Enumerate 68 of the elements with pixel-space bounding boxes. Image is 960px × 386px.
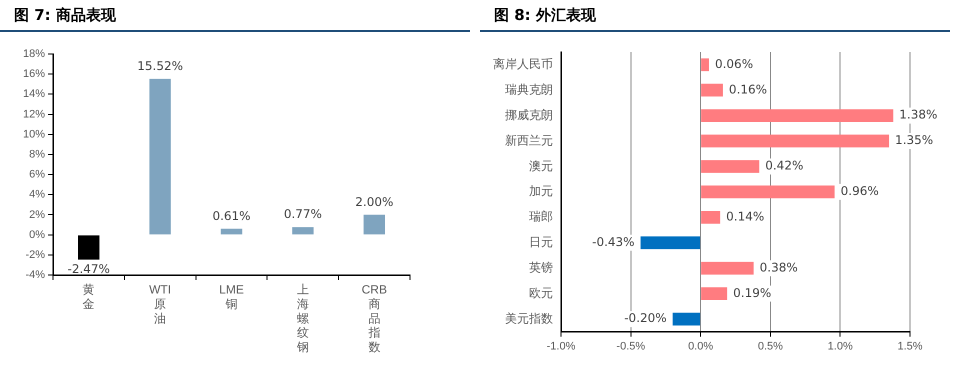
bar	[78, 235, 100, 260]
data-label: 1.35%	[895, 133, 934, 148]
data-label: 0.16%	[728, 82, 768, 96]
bar	[701, 134, 890, 148]
data-label: 0.38%	[760, 260, 798, 274]
x-tick-label: 1.5%	[897, 340, 923, 352]
y-tick-label: 日元	[529, 235, 553, 250]
x-tick-label: 0.0%	[688, 340, 714, 352]
bar	[292, 227, 314, 234]
y-tick-label: 16%	[22, 68, 46, 80]
bar	[701, 160, 760, 173]
bar	[701, 186, 835, 198]
data-label: 0.61%	[212, 208, 251, 223]
y-tick-label: -2%	[25, 248, 46, 261]
data-label: 0.14%	[726, 209, 764, 224]
bar	[672, 312, 700, 326]
y-tick-label: 0%	[29, 228, 46, 241]
y-tick-label: 瑞郎	[529, 210, 553, 224]
data-label: -2.47%	[67, 262, 110, 276]
bar	[701, 109, 894, 122]
y-tick-label: 12%	[22, 108, 46, 120]
x-tick-label: CRB商品指数	[362, 282, 387, 354]
x-tick-label: 黄金	[82, 282, 95, 311]
bar	[701, 210, 720, 224]
data-label: 0.96%	[840, 184, 879, 198]
y-tick-label: 新西兰元	[505, 133, 553, 148]
y-tick-label: 挪威克朗	[505, 108, 553, 122]
y-tick-label: 加元	[529, 184, 553, 198]
y-tick-label: 瑞典克朗	[505, 82, 553, 96]
y-tick-label: 18%	[22, 48, 46, 60]
y-tick-label: 8%	[29, 148, 46, 160]
data-label: 15.52%	[137, 59, 183, 74]
y-tick-label: 14%	[22, 88, 46, 100]
y-tick-label: 离岸人民币	[493, 57, 553, 72]
bar	[701, 84, 723, 97]
bar	[701, 58, 709, 72]
bar	[220, 228, 242, 234]
y-tick-label: 澳元	[529, 158, 553, 173]
chart-title: 图 7: 商品表现	[0, 0, 470, 32]
y-tick-label: 英镑	[529, 260, 553, 275]
y-tick-label: 10%	[22, 128, 46, 140]
bar	[149, 78, 171, 234]
y-tick-label: 6%	[29, 168, 46, 181]
bar	[640, 236, 700, 250]
x-tick-label: 上海螺纹钢	[296, 282, 309, 354]
x-tick-label: -0.5%	[616, 340, 646, 352]
x-tick-label: 0.5%	[758, 340, 784, 352]
x-tick-label: LME铜	[219, 282, 244, 311]
data-label: 0.06%	[714, 56, 754, 71]
data-label: -0.20%	[624, 311, 667, 326]
bar	[364, 214, 386, 234]
x-tick-label: WTI原油	[149, 282, 172, 326]
data-label: 0.77%	[284, 207, 322, 222]
bar	[701, 262, 754, 275]
y-tick-label: 美元指数	[505, 311, 553, 326]
y-tick-label: 4%	[29, 188, 46, 201]
data-label: 0.42%	[765, 158, 804, 173]
y-tick-label: 欧元	[529, 286, 553, 300]
x-tick-label: 1.0%	[828, 340, 853, 352]
x-tick-label: -1.0%	[546, 340, 576, 352]
data-label: -0.43%	[592, 234, 635, 249]
chart-title: 图 8: 外汇表现	[480, 0, 950, 32]
y-tick-label: 2%	[29, 208, 46, 221]
y-tick-label: -4%	[25, 269, 46, 282]
data-label: 0.19%	[733, 286, 772, 300]
data-label: 2.00%	[355, 194, 394, 209]
data-label: 1.38%	[899, 108, 938, 122]
bar	[701, 287, 728, 300]
